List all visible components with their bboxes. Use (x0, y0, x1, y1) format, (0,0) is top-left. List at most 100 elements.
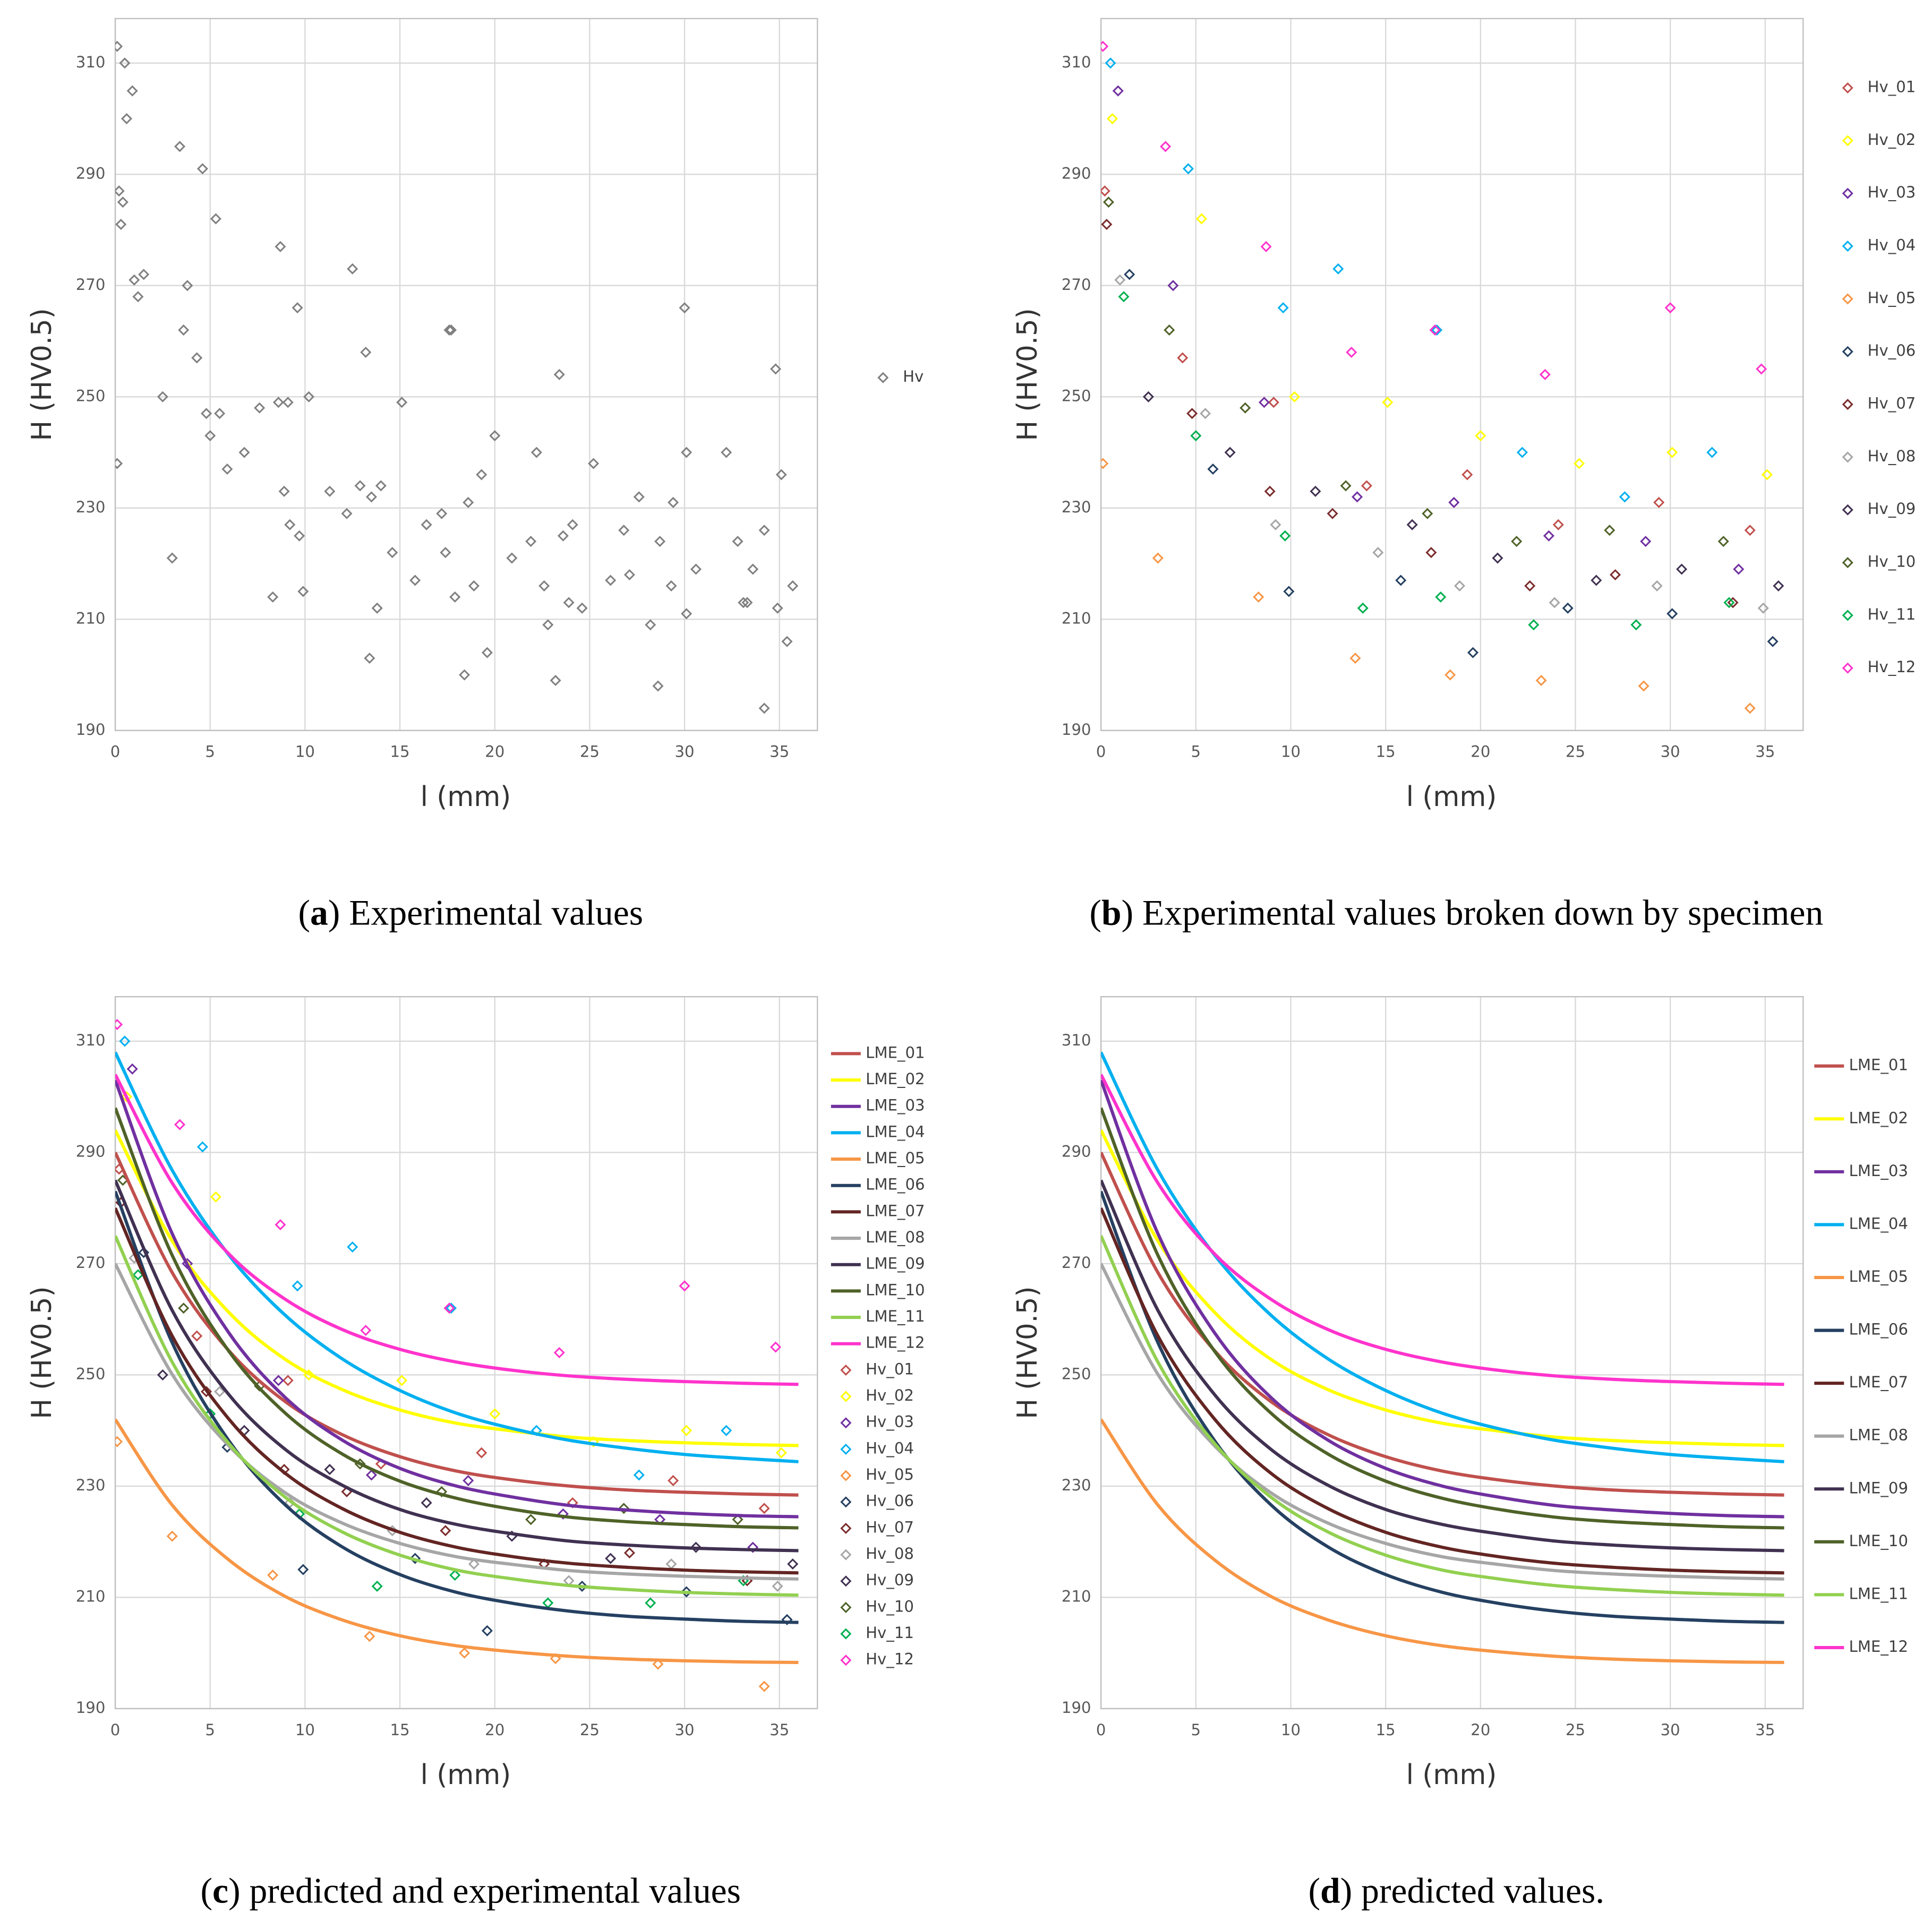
data-point (770, 1341, 782, 1353)
legend-label: Hv_10 (1868, 553, 1916, 571)
data-point (201, 1386, 212, 1398)
data-point (396, 1375, 408, 1386)
y-axis-title: H (HV0.5) (1012, 308, 1044, 441)
data-point (772, 602, 783, 614)
plot-frame (1100, 996, 1804, 1710)
legend-label: Hv_05 (1868, 289, 1916, 307)
y-tick-label: 250 (1062, 1365, 1091, 1383)
data-point (550, 674, 561, 687)
fit-line (115, 1129, 799, 1447)
fit-line (1101, 1179, 1784, 1553)
data-point (1224, 447, 1236, 458)
caption: (b) Experimental values broken down by s… (1089, 893, 1823, 932)
y-tick-label: 310 (1062, 1031, 1091, 1049)
data-point (292, 302, 303, 314)
legend-label: LME_01 (1849, 1056, 1908, 1074)
data-point (489, 1408, 501, 1420)
y-tick-label: 210 (76, 609, 106, 627)
data-point (375, 480, 387, 492)
legend-label: Hv_05 (866, 1465, 914, 1484)
data-point (458, 669, 471, 681)
plot-frame (1100, 18, 1804, 731)
data-point (364, 1631, 375, 1642)
x-tick-label: 20 (1471, 1721, 1490, 1739)
data-point (275, 241, 286, 252)
legend-swatch (1842, 399, 1853, 410)
x-tick-label: 5 (1191, 743, 1201, 761)
y-axis-title: H (HV0.5) (1012, 1286, 1044, 1419)
data-point (421, 519, 432, 530)
data-point (1105, 57, 1116, 69)
data-point (1253, 591, 1264, 603)
data-point (623, 569, 635, 581)
legend-label: LME_12 (866, 1334, 925, 1352)
legend-label: LME_05 (1849, 1267, 1908, 1285)
panel: 190 210 230 250 270 290 310 0 5 10 15 20 25 30 35 l (mm… (26, 996, 925, 1910)
data-point (679, 1280, 690, 1292)
data-point (1340, 480, 1352, 492)
data-point (633, 491, 645, 503)
legend-label: LME_09 (866, 1255, 925, 1273)
data-point (272, 1375, 284, 1386)
data-point (421, 1497, 432, 1508)
data-point (436, 1486, 448, 1497)
data-point (1327, 508, 1338, 519)
data-point (174, 1119, 186, 1130)
data-point (605, 575, 617, 586)
data-point (605, 1553, 617, 1564)
x-tick-label: 15 (1376, 1721, 1396, 1739)
legend-swatch (840, 1417, 852, 1429)
x-tick-label: 30 (1661, 743, 1680, 761)
y-tick-label: 290 (1062, 1142, 1091, 1160)
data-point (303, 391, 315, 402)
data-point (1152, 552, 1164, 564)
data-point (1475, 430, 1486, 442)
data-point (645, 619, 656, 631)
data-point (1562, 602, 1574, 614)
fit-line (115, 1152, 799, 1497)
data-point (1610, 569, 1621, 581)
data-point (563, 597, 575, 608)
data-point (1160, 141, 1172, 152)
data-point (681, 447, 693, 458)
legend-swatch (1842, 293, 1853, 305)
data-point (196, 163, 208, 175)
caption-text: ) predicted values. (1340, 1871, 1604, 1910)
data-point (1239, 402, 1251, 414)
data-point (221, 463, 233, 475)
data-point (1756, 363, 1767, 375)
x-tick-label: 5 (205, 1721, 215, 1739)
data-point (1200, 408, 1211, 419)
data-point (297, 586, 309, 597)
legend-label: LME_07 (1849, 1373, 1908, 1391)
data-point (445, 324, 457, 336)
fit-line (115, 1418, 799, 1665)
legend-label: Hv_03 (1868, 183, 1916, 201)
data-point (531, 447, 542, 458)
data-point (1666, 447, 1678, 458)
caption: (c) predicted and experimental values (201, 1871, 741, 1910)
data-point (770, 363, 782, 375)
data-point (1552, 519, 1564, 530)
fit-line (1101, 1207, 1784, 1575)
data-point (1352, 491, 1363, 503)
data-point (681, 1425, 693, 1436)
data-point (557, 1508, 569, 1520)
data-point (781, 636, 793, 647)
fit-line (1101, 1418, 1784, 1665)
y-tick-label: 270 (1062, 1254, 1091, 1272)
y-tick-label: 290 (76, 1142, 106, 1160)
panel: 190 210 230 250 270 290 310 0 5 10 15 20 25 30 35 l (mm… (1012, 18, 1916, 932)
y-tick-label: 230 (1062, 1476, 1091, 1494)
data-point (1279, 530, 1291, 542)
data-point (747, 563, 759, 575)
legend-label: Hv_08 (1868, 447, 1916, 465)
legend-label: Hv_06 (1868, 341, 1916, 359)
data-point (157, 1369, 168, 1381)
data-point (468, 580, 480, 591)
data-point (1164, 324, 1175, 336)
legend-label: LME_04 (866, 1122, 925, 1141)
data-point (721, 1425, 732, 1436)
x-tick-label: 35 (1755, 1721, 1775, 1739)
data-point (440, 547, 451, 559)
